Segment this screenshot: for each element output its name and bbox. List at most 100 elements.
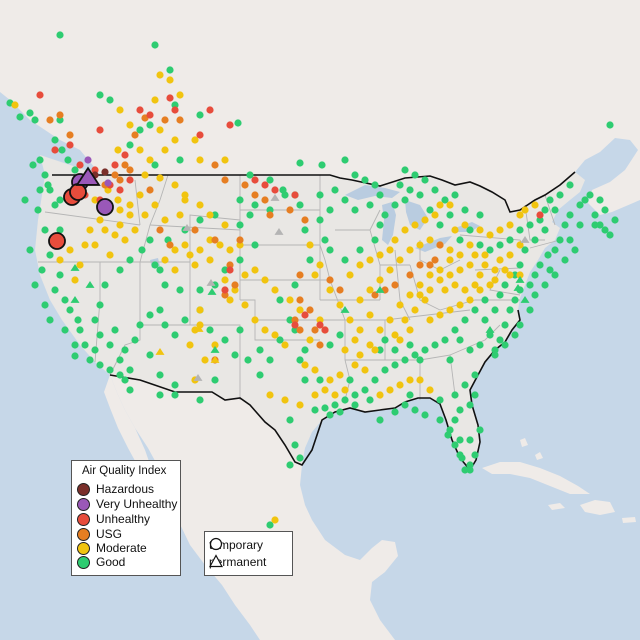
monitor-marker-good xyxy=(496,241,504,249)
monitor-marker-good xyxy=(326,206,334,214)
monitor-marker-good xyxy=(376,416,384,424)
monitor-marker-good xyxy=(41,301,49,309)
monitor-marker-good xyxy=(476,341,484,349)
monitor-marker-good xyxy=(566,211,574,219)
monitor-marker-good xyxy=(26,109,34,117)
permanent-monitor-marker xyxy=(207,287,217,295)
monitor-marker-moderate xyxy=(406,326,414,334)
monitor-marker-good xyxy=(311,406,319,414)
monitor-marker-good xyxy=(571,246,579,254)
monitor-marker-moderate xyxy=(96,216,104,224)
monitor-marker-good xyxy=(136,126,144,134)
monitor-marker-good xyxy=(51,136,59,144)
monitor-marker-good xyxy=(526,306,534,314)
monitor-marker-moderate xyxy=(66,246,74,254)
monitor-marker-moderate xyxy=(76,261,84,269)
monitor-marker-good xyxy=(451,441,459,449)
monitor-marker-good xyxy=(301,346,309,354)
legend-label-moderate: Moderate xyxy=(96,541,147,555)
lake-erie xyxy=(415,236,452,252)
monitor-marker-moderate xyxy=(446,201,454,209)
monitor-marker-good xyxy=(516,261,524,269)
monitor-marker-moderate xyxy=(261,326,269,334)
monitor-marker-moderate xyxy=(121,236,129,244)
monitor-marker-good xyxy=(161,281,169,289)
monitor-marker-moderate xyxy=(156,126,164,134)
monitor-marker-good xyxy=(406,186,414,194)
monitor-marker-moderate xyxy=(486,231,494,239)
permanent-monitor-marker xyxy=(513,283,523,291)
monitor-marker-good xyxy=(401,356,409,364)
monitor-marker-usg xyxy=(326,276,334,284)
monitor-marker-usg xyxy=(66,131,74,139)
monitor-marker-moderate xyxy=(396,256,404,264)
monitor-marker-good xyxy=(326,246,334,254)
monitor-marker-good xyxy=(138,246,146,254)
monitor-marker-good xyxy=(471,391,479,399)
monitor-marker-moderate xyxy=(281,341,289,349)
monitor-marker-moderate xyxy=(81,241,89,249)
monitor-marker-good xyxy=(451,326,459,334)
monitor-marker-unhealthy xyxy=(226,121,234,129)
monitor-marker-moderate xyxy=(131,226,139,234)
monitor-marker-good xyxy=(544,251,552,259)
permanent-monitor-marker xyxy=(270,193,280,201)
monitor-marker-unhealthy xyxy=(136,106,144,114)
monitor-marker-good xyxy=(411,351,419,359)
monitor-marker-good xyxy=(336,331,344,339)
monitor-marker-good xyxy=(531,236,539,244)
monitor-marker-usg xyxy=(191,226,199,234)
monitor-marker-good xyxy=(58,146,66,154)
monitor-marker-usg xyxy=(56,111,64,119)
legend-label-hazardous: Hazardous xyxy=(96,482,155,496)
monitor-marker-moderate xyxy=(446,271,454,279)
permanent-monitor-marker xyxy=(520,235,530,243)
monitor-marker-moderate xyxy=(346,316,354,324)
monitor-marker-good xyxy=(196,396,204,404)
monitor-marker-moderate xyxy=(101,226,109,234)
monitor-marker-good xyxy=(101,281,109,289)
monitor-marker-good xyxy=(96,91,104,99)
monitor-marker-moderate xyxy=(531,201,539,209)
monitor-marker-moderate xyxy=(151,96,159,104)
monitor-marker-good xyxy=(36,186,44,194)
monitor-marker-good xyxy=(116,266,124,274)
monitor-marker-good xyxy=(146,121,154,129)
monitor-marker-good xyxy=(461,381,469,389)
monitor-marker-moderate xyxy=(366,256,374,264)
monitor-marker-unhealthy xyxy=(76,161,84,169)
monitor-marker-moderate xyxy=(351,336,359,344)
monitor-marker-moderate xyxy=(441,286,449,294)
monitor-marker-good xyxy=(171,381,179,389)
monitor-marker-moderate xyxy=(346,271,354,279)
monitor-marker-good xyxy=(501,341,509,349)
monitor-marker-good xyxy=(286,461,294,469)
monitor-marker-moderate xyxy=(231,286,239,294)
monitor-marker-good xyxy=(256,371,264,379)
monitor-marker-good xyxy=(106,366,114,374)
monitor-marker-good xyxy=(244,356,252,364)
monitor-marker-moderate xyxy=(331,391,339,399)
monitor-marker-usg xyxy=(231,281,239,289)
monitor-marker-usg xyxy=(291,316,299,324)
monitor-marker-moderate xyxy=(516,211,524,219)
monitor-marker-good xyxy=(171,101,179,109)
monitor-marker-good xyxy=(321,236,329,244)
monitor-marker-good xyxy=(596,196,604,204)
legend-item-unhealthy: Unhealthy xyxy=(77,512,150,526)
monitor-marker-unhealthy xyxy=(146,111,154,119)
monitor-marker-moderate xyxy=(506,221,514,229)
monitor-marker-good xyxy=(421,346,429,354)
monitor-marker-good xyxy=(421,176,429,184)
monitor-marker-good xyxy=(456,406,464,414)
monitor-marker-good xyxy=(561,221,569,229)
canada-land xyxy=(0,0,640,215)
monitor-marker-good xyxy=(236,221,244,229)
monitor-marker-moderate xyxy=(261,276,269,284)
monitor-marker-good xyxy=(541,281,549,289)
monitor-marker-moderate xyxy=(221,156,229,164)
monitor-marker-unhealthy xyxy=(166,94,174,102)
monitor-marker-good xyxy=(246,171,254,179)
permanent-monitor-marker xyxy=(485,325,495,333)
monitor-marker-moderate xyxy=(491,276,499,284)
